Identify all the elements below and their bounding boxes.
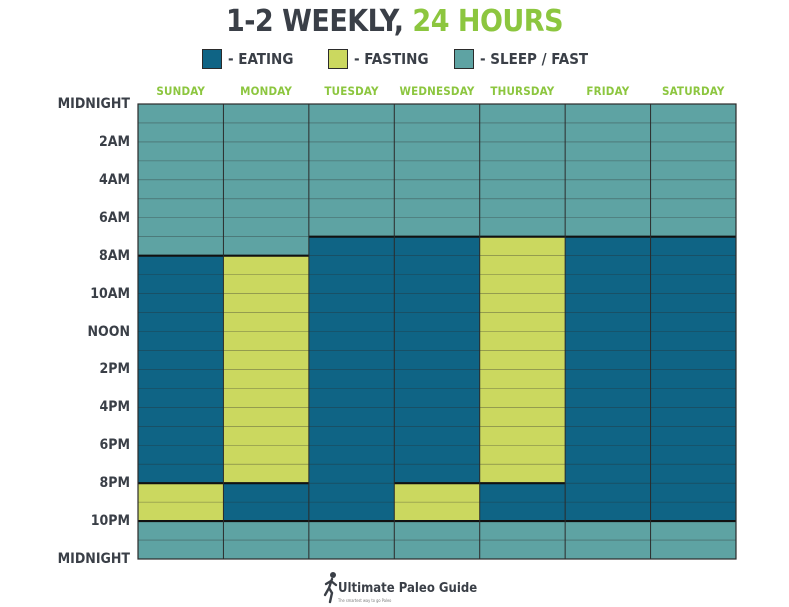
runner-icon <box>323 572 338 604</box>
block-sleep <box>308 104 395 237</box>
time-label: 4PM <box>99 399 130 416</box>
brand-name: Ultimate Paleo Guide <box>338 581 478 596</box>
time-label: MIDNIGHT <box>57 551 130 567</box>
time-label: MIDNIGHT <box>57 96 130 112</box>
time-label: 10AM <box>90 285 130 302</box>
legend-swatch-sleep <box>454 49 474 69</box>
legend-item-sleep: - SLEEP / FAST <box>454 47 588 71</box>
block-fasting <box>479 236 566 484</box>
day-label-sunday: SUNDAY <box>156 84 206 98</box>
title-accent: 24 HOURS <box>412 4 564 39</box>
day-label-monday: MONDAY <box>240 84 293 98</box>
day-headers: SUNDAY MONDAY TUESDAY WEDNESDAY THURSDAY FRID… <box>138 84 736 100</box>
day-label-thursday: THURSDAY <box>490 84 555 98</box>
block-eating <box>308 236 395 522</box>
time-label: 6PM <box>99 437 130 454</box>
legend-item-fasting: - FASTING <box>328 47 429 71</box>
block-eating <box>394 236 480 484</box>
block-sleep <box>650 104 736 237</box>
chart-title: 1-2 WEEKLY, 24 HOURS <box>0 4 789 40</box>
block-sleep <box>394 104 480 237</box>
block-sleep <box>479 104 566 237</box>
time-label: 6AM <box>98 209 130 226</box>
day-label-saturday: SATURDAY <box>661 84 725 98</box>
time-label: 8PM <box>99 475 130 492</box>
time-label: 2AM <box>98 133 130 150</box>
day-label-friday: FRIDAY <box>586 84 630 98</box>
brand-logo: Ultimate Paleo Guide The smartest way to… <box>322 571 477 605</box>
day-label-tuesday: TUESDAY <box>324 84 379 98</box>
day-label-wednesday: WEDNESDAY <box>399 84 475 98</box>
legend-label-fasting: - FASTING <box>354 50 429 68</box>
time-label: 8AM <box>98 247 130 264</box>
block-eating <box>565 236 651 522</box>
brand-text: Ultimate Paleo Guide The smartest way to… <box>338 571 477 603</box>
time-label: 4AM <box>98 171 130 188</box>
title-main: 1-2 WEEKLY, <box>225 4 413 39</box>
brand-tagline: The smartest way to go Paleo <box>338 598 392 603</box>
time-label: 2PM <box>99 361 130 378</box>
block-sleep <box>565 104 651 237</box>
legend-label-eating: - EATING <box>228 50 294 68</box>
grid-frame <box>137 103 737 560</box>
legend-swatch-eating <box>202 49 222 69</box>
time-label: NOON <box>87 323 131 340</box>
legend-swatch-fasting <box>328 49 348 69</box>
block-eating <box>650 236 736 522</box>
legend-label-sleep: - SLEEP / FAST <box>480 50 589 68</box>
legend: - EATING - FASTING - SLEEP / FAST <box>0 47 789 71</box>
time-axis: MIDNIGHT 2AM 4AM 6AM 8AM 10AM NOON 2PM 4PM 6PM 8PM… <box>0 0 130 607</box>
legend-item-eating: - EATING <box>202 47 293 71</box>
time-label: 10PM <box>90 513 130 530</box>
